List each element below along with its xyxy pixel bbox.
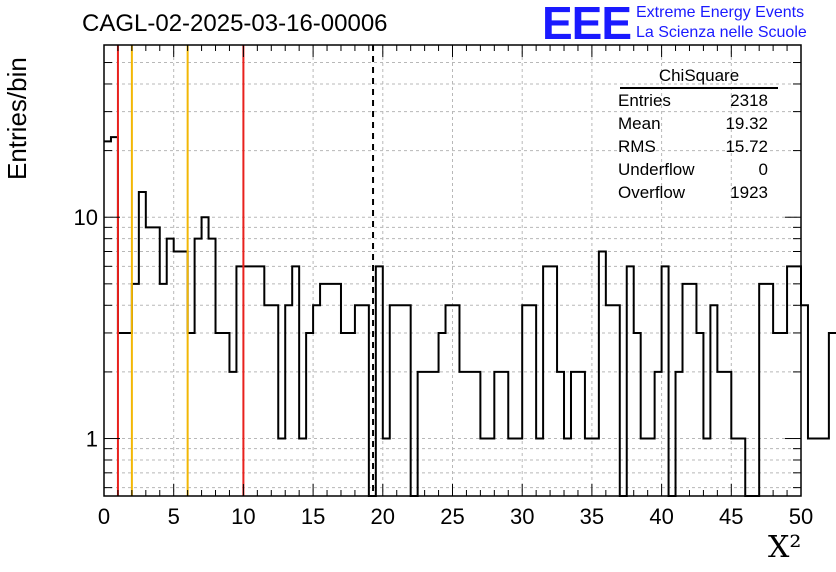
stats-value: 0 (758, 160, 768, 179)
eee-logo: EEE (542, 0, 632, 49)
x-tick-label: 50 (789, 504, 813, 529)
histogram-series (104, 136, 836, 497)
stats-row-overflow: Overflow 1923 (612, 181, 778, 204)
stats-value: 2318 (730, 91, 768, 110)
x-axis-label: X² (768, 530, 802, 565)
y-tick-label: 1 (86, 427, 98, 452)
x-tick-label: 25 (440, 504, 464, 529)
logo-line-1: Extreme Energy Events (636, 4, 805, 21)
stats-box-title: ChiSquare (620, 66, 778, 89)
stats-row-mean: Mean 19.32 (612, 112, 778, 135)
stats-label: Underflow (618, 160, 695, 179)
stats-label: RMS (618, 137, 656, 156)
stats-box: ChiSquare Entries 2318 Mean 19.32 RMS 15.72… (612, 66, 778, 204)
stats-value: 15.72 (725, 137, 768, 156)
stats-row-entries: Entries 2318 (612, 89, 778, 112)
logo-line-2: La Scienza nelle Scuole (636, 24, 807, 41)
stats-value: 19.32 (725, 114, 768, 133)
chart-title: CAGL-02-2025-03-16-00006 (82, 10, 388, 37)
y-axis-label: Entries/bin (2, 57, 32, 180)
x-tick-label: 0 (98, 504, 110, 529)
stats-row-underflow: Underflow 0 (612, 158, 778, 181)
stats-label: Overflow (618, 183, 686, 202)
x-tick-label: 15 (301, 504, 325, 529)
x-tick-label: 30 (510, 504, 534, 529)
stats-label: Entries (618, 91, 671, 110)
x-tick-label: 20 (371, 504, 395, 529)
stats-label: Mean (618, 114, 661, 133)
x-tick-label: 40 (649, 504, 673, 529)
x-tick-label: 35 (580, 504, 604, 529)
stats-value: 1923 (730, 183, 768, 202)
y-tick-label: 10 (74, 205, 98, 230)
x-tick-label: 45 (719, 504, 743, 529)
x-tick-label: 5 (168, 504, 180, 529)
x-tick-label: 10 (231, 504, 255, 529)
stats-row-rms: RMS 15.72 (612, 135, 778, 158)
